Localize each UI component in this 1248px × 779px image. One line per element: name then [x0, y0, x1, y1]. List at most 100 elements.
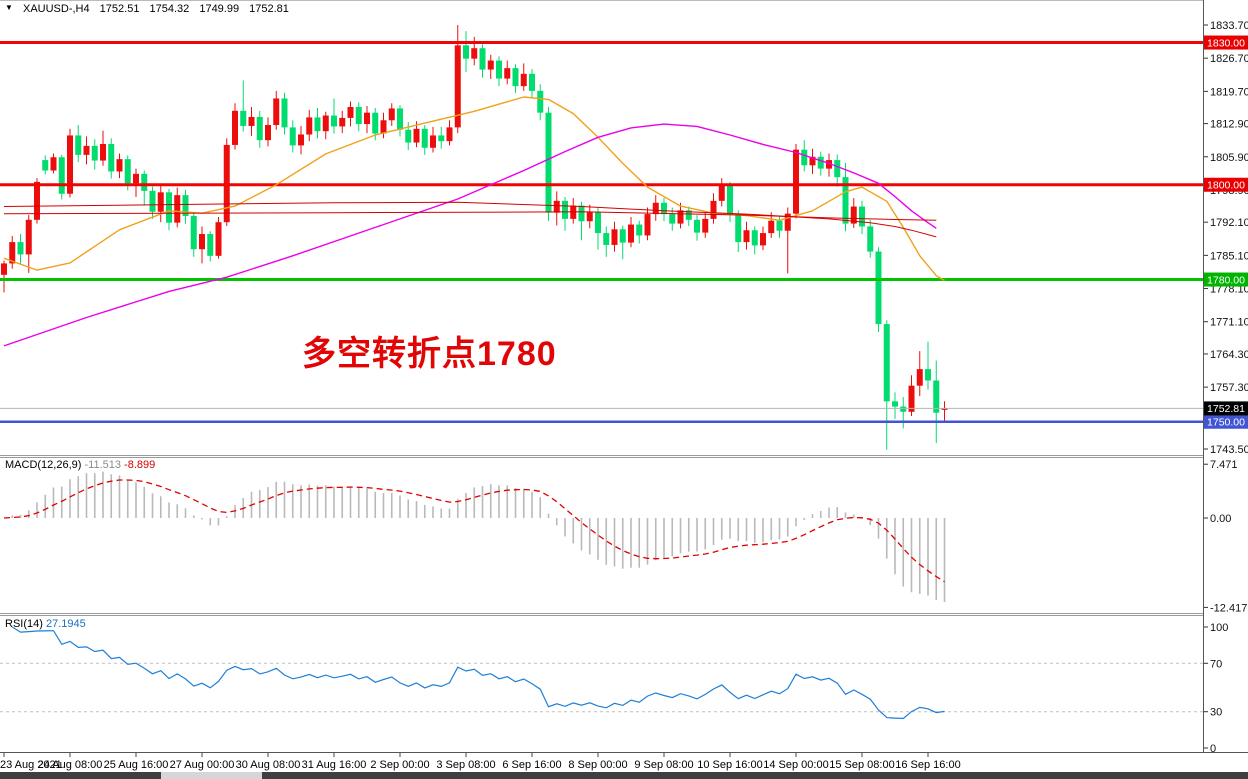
- candle: [397, 108, 403, 130]
- candle: [545, 112, 552, 213]
- ma-mid-magenta: [3, 123, 937, 347]
- candle: [240, 110, 247, 126]
- candle: [199, 234, 205, 250]
- candle: [619, 229, 626, 243]
- candle: [603, 233, 610, 245]
- candle: [100, 143, 106, 161]
- candle: [859, 206, 865, 227]
- candle: [537, 90, 544, 113]
- svg-text:1826.70: 1826.70: [1210, 53, 1248, 65]
- candle: [314, 117, 321, 132]
- candle: [479, 48, 486, 70]
- svg-text:1792.10: 1792.10: [1210, 217, 1248, 229]
- time-tick-label: 23 Aug 2021: [0, 759, 62, 771]
- svg-text:30: 30: [1210, 707, 1222, 719]
- macd-panel: [3, 471, 946, 603]
- candle: [182, 195, 189, 217]
- svg-text:1743.50: 1743.50: [1210, 444, 1248, 456]
- time-tick-label: 27 Aug 00:00: [170, 759, 235, 771]
- panel-separators: [0, 455, 1248, 753]
- time-tick-label: 31 Aug 16:00: [302, 759, 367, 771]
- candle: [595, 212, 601, 234]
- candle: [793, 149, 799, 214]
- price-tag-1800.00: 1800.00: [1204, 177, 1248, 192]
- candle: [718, 185, 725, 201]
- candle: [364, 112, 370, 125]
- candle: [446, 127, 453, 142]
- candle: [42, 160, 49, 171]
- candle: [529, 73, 535, 91]
- svg-text:0: 0: [1210, 743, 1216, 755]
- svg-text:100: 100: [1210, 622, 1228, 634]
- time-tick-label: 8 Sep 00:00: [568, 759, 627, 771]
- candle: [190, 216, 197, 250]
- candle: [83, 145, 90, 155]
- candle: [34, 181, 40, 220]
- candle: [900, 406, 907, 412]
- svg-text:1830.00: 1830.00: [1207, 37, 1245, 49]
- svg-text:1757.30: 1757.30: [1210, 382, 1248, 394]
- candle: [834, 160, 841, 178]
- candle: [248, 116, 255, 126]
- price-tag-1830.00: 1830.00: [1204, 35, 1248, 50]
- candle: [133, 173, 139, 184]
- candle: [215, 222, 222, 256]
- time-tick-label: 10 Sep 16:00: [697, 759, 762, 771]
- candle: [735, 214, 742, 243]
- candle: [496, 60, 502, 79]
- candle: [850, 206, 857, 224]
- candle: [75, 135, 82, 155]
- svg-text:1778.10: 1778.10: [1210, 284, 1248, 296]
- candle: [652, 202, 659, 215]
- candle: [166, 192, 172, 223]
- candle: [331, 115, 337, 127]
- candle: [694, 219, 700, 233]
- time-tick-label: 9 Sep 08:00: [634, 759, 693, 771]
- candle: [644, 214, 651, 236]
- svg-text:70: 70: [1210, 658, 1222, 670]
- time-tick-label: 30 Aug 08:00: [236, 759, 301, 771]
- svg-text:1800.00: 1800.00: [1207, 180, 1245, 192]
- candle: [784, 213, 791, 231]
- candle: [702, 218, 709, 233]
- candle: [388, 108, 395, 121]
- candle: [149, 190, 156, 212]
- time-tick-label: 2 Sep 00:00: [370, 759, 429, 771]
- candle: [232, 110, 238, 145]
- ma-layer: [3, 96, 945, 347]
- candle: [685, 210, 692, 220]
- candle: [776, 220, 783, 231]
- candle: [801, 149, 808, 166]
- price-axis[interactable]: 1833.701826.701819.701812.901805.901798.…: [1203, 0, 1248, 755]
- current-price-tag: 1752.81: [1204, 401, 1248, 416]
- candle: [562, 200, 568, 219]
- macd-signal-line: [3, 479, 945, 583]
- svg-text:1785.10: 1785.10: [1210, 250, 1248, 262]
- candle: [265, 125, 271, 141]
- candle: [611, 229, 618, 245]
- time-tick-label: 24 Aug 08:00: [38, 759, 103, 771]
- candle: [553, 200, 560, 213]
- candle: [867, 226, 874, 252]
- candle: [9, 242, 16, 264]
- candle: [809, 156, 816, 166]
- candle: [306, 117, 313, 135]
- candle: [50, 157, 57, 171]
- candle: [677, 210, 684, 224]
- candle: [578, 205, 585, 222]
- candle: [768, 220, 775, 234]
- svg-text:1750.00: 1750.00: [1207, 417, 1245, 429]
- ma-slow-red: [3, 201, 937, 238]
- candle: [751, 230, 758, 246]
- candle: [925, 369, 931, 381]
- candle: [273, 98, 280, 126]
- time-tick-label: 6 Sep 16:00: [502, 759, 561, 771]
- time-tick-label: 15 Sep 08:00: [829, 759, 894, 771]
- svg-text:1819.70: 1819.70: [1210, 86, 1248, 98]
- candle: [347, 107, 354, 118]
- candle: [67, 135, 73, 194]
- svg-text:1752.81: 1752.81: [1207, 403, 1245, 415]
- candle: [372, 112, 379, 134]
